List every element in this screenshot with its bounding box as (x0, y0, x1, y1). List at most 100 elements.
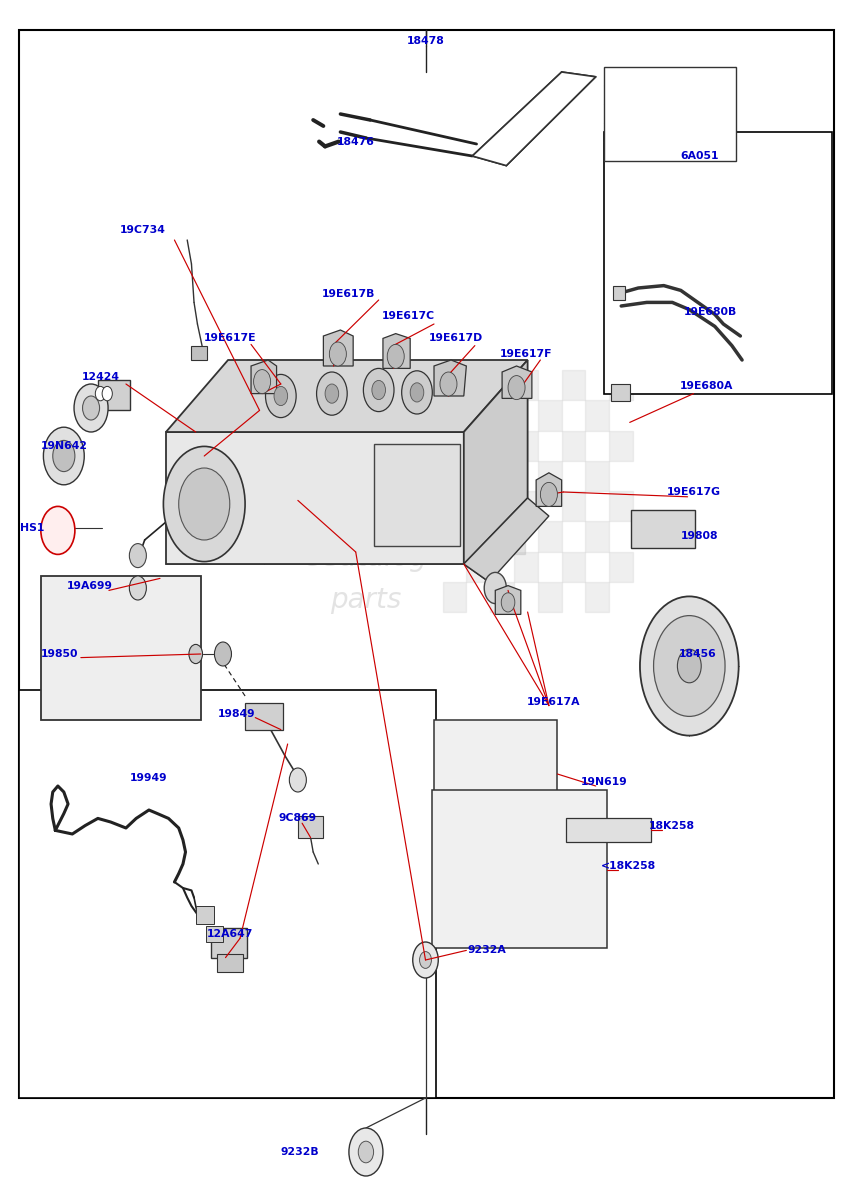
Bar (490, 461, 514, 491)
Bar (538, 521, 562, 552)
Polygon shape (464, 498, 549, 582)
Bar (443, 582, 466, 612)
Circle shape (508, 376, 525, 400)
Circle shape (41, 506, 75, 554)
Bar (432, 790, 607, 948)
Bar (217, 954, 243, 972)
Text: 19949: 19949 (130, 773, 168, 782)
Circle shape (274, 386, 288, 406)
Bar (514, 431, 538, 461)
Text: 9232B: 9232B (280, 1147, 319, 1157)
Text: 18456: 18456 (679, 649, 717, 659)
Bar (490, 512, 501, 526)
Bar (562, 370, 585, 401)
Bar (98, 380, 130, 410)
Bar (245, 703, 283, 730)
Polygon shape (323, 330, 353, 366)
Bar (434, 720, 557, 822)
Circle shape (179, 468, 230, 540)
Text: 12A647: 12A647 (207, 929, 253, 938)
Circle shape (654, 616, 725, 716)
Circle shape (317, 372, 347, 415)
Bar (41, 576, 201, 720)
Polygon shape (166, 432, 464, 564)
Text: 19849: 19849 (218, 709, 255, 719)
Text: <18K258: <18K258 (601, 862, 655, 871)
Text: 19E617F: 19E617F (500, 349, 552, 359)
Bar (466, 512, 477, 526)
Bar (466, 491, 490, 521)
Polygon shape (502, 366, 532, 398)
Bar (466, 484, 477, 497)
Circle shape (189, 644, 203, 664)
Circle shape (387, 344, 404, 368)
Circle shape (254, 370, 271, 394)
Bar (538, 401, 562, 431)
Circle shape (83, 396, 100, 420)
Circle shape (266, 374, 296, 418)
Bar (478, 498, 489, 511)
Circle shape (102, 386, 112, 401)
Text: parts: parts (330, 586, 402, 614)
Bar (443, 461, 466, 491)
Text: 19N619: 19N619 (581, 778, 627, 787)
Bar (490, 484, 501, 497)
Text: 19E617E: 19E617E (203, 334, 256, 343)
Bar (514, 370, 538, 401)
Bar (538, 582, 562, 612)
Polygon shape (251, 360, 277, 394)
Bar (298, 816, 323, 838)
Text: 19808: 19808 (681, 532, 718, 541)
Polygon shape (472, 72, 596, 166)
Bar (502, 498, 513, 511)
Circle shape (95, 386, 106, 401)
Circle shape (325, 384, 339, 403)
Bar (514, 512, 525, 526)
Bar (604, 67, 736, 161)
Bar (443, 401, 466, 431)
Bar (490, 582, 514, 612)
Circle shape (540, 482, 557, 506)
Text: 19E680B: 19E680B (684, 307, 737, 317)
Circle shape (420, 952, 431, 968)
Bar (490, 521, 514, 552)
Bar (613, 286, 625, 300)
Bar (443, 521, 466, 552)
Bar (562, 491, 585, 521)
Polygon shape (536, 473, 562, 506)
Text: 19E617G: 19E617G (666, 487, 721, 497)
Bar (502, 527, 513, 540)
Polygon shape (495, 586, 521, 614)
Bar (206, 926, 223, 942)
Bar (191, 346, 207, 360)
Bar (585, 582, 609, 612)
Circle shape (402, 371, 432, 414)
Polygon shape (383, 334, 410, 368)
Circle shape (129, 544, 146, 568)
Circle shape (349, 1128, 383, 1176)
Text: 19A699: 19A699 (66, 581, 112, 590)
Text: 18478: 18478 (407, 36, 444, 46)
Bar (514, 484, 525, 497)
Bar (211, 928, 247, 958)
Circle shape (484, 572, 506, 604)
Circle shape (53, 440, 75, 472)
Circle shape (372, 380, 386, 400)
Text: HS1: HS1 (20, 523, 44, 533)
Text: 19E617D: 19E617D (429, 334, 483, 343)
Text: 19850: 19850 (41, 649, 78, 659)
Circle shape (129, 576, 146, 600)
Bar (538, 461, 562, 491)
Text: 12424: 12424 (82, 372, 119, 382)
Circle shape (363, 368, 394, 412)
Bar (478, 527, 489, 540)
Bar (562, 552, 585, 582)
Circle shape (440, 372, 457, 396)
Polygon shape (374, 444, 460, 546)
Bar (585, 521, 609, 552)
Bar (562, 431, 585, 461)
Bar (490, 541, 501, 554)
Bar (609, 370, 633, 401)
Circle shape (501, 593, 515, 612)
Text: eCatalog: eCatalog (304, 544, 428, 572)
